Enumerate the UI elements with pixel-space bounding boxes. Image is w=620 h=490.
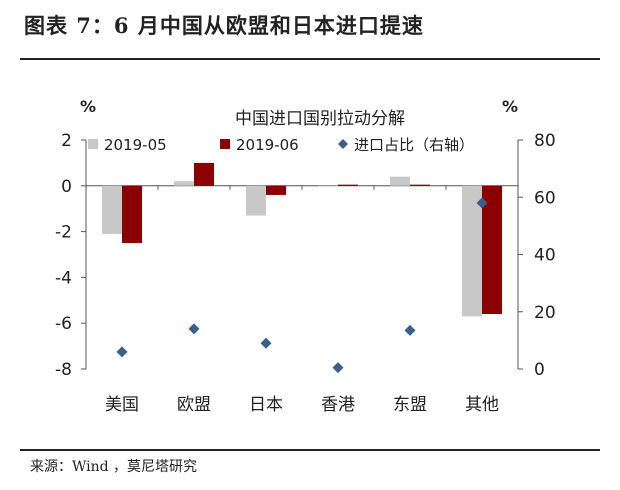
left-tick-label: -6 xyxy=(55,314,72,334)
left-tick-label: 2 xyxy=(61,131,72,151)
category-label: 欧盟 xyxy=(177,395,211,415)
legend: 2019-05 2019-06 进口占比（右轴） xyxy=(88,136,474,154)
right-tick-label: 60 xyxy=(534,188,556,208)
bar-2019-06 xyxy=(338,184,358,186)
left-tick-label: -8 xyxy=(55,360,72,380)
bar-2019-06 xyxy=(482,185,502,315)
left-tick-label: -2 xyxy=(55,223,72,243)
left-tick-label: 0 xyxy=(61,177,72,197)
marker-进口占比（右轴） xyxy=(332,362,344,374)
bar-2019-05 xyxy=(462,185,482,317)
marker-进口占比（右轴） xyxy=(116,346,128,358)
bar-2019-05 xyxy=(390,176,410,186)
left-axis-unit: % xyxy=(80,97,96,116)
marker-进口占比（右轴） xyxy=(188,323,200,335)
right-tick-label: 0 xyxy=(534,360,545,380)
bar-2019-05 xyxy=(318,185,338,187)
category-label: 日本 xyxy=(249,395,283,415)
figure-title: 图表 7：6 月中国从欧盟和日本进口提速 xyxy=(24,13,424,38)
source-note: 来源：Wind ，莫尼塔研究 xyxy=(30,459,198,475)
right-axis-unit: % xyxy=(502,97,518,116)
category-label: 东盟 xyxy=(393,395,427,415)
bar-2019-06 xyxy=(194,162,214,186)
bottom-rule xyxy=(20,449,600,451)
chart-title: 中国进口国别拉动分解 xyxy=(235,109,405,129)
bar-2019-06 xyxy=(266,185,286,195)
legend-label: 2019-06 xyxy=(236,136,299,154)
left-tick-label: -4 xyxy=(55,268,72,288)
legend-swatch-2019-05 xyxy=(88,139,98,149)
bar-2019-05 xyxy=(102,185,122,234)
category-label: 其他 xyxy=(465,395,499,415)
marker-进口占比（右轴） xyxy=(404,324,416,336)
category-label: 香港 xyxy=(321,395,355,415)
legend-swatch-marker xyxy=(338,139,348,149)
right-tick-label: 20 xyxy=(534,303,556,323)
top-rule xyxy=(20,58,600,60)
right-tick-label: 40 xyxy=(534,246,556,266)
bar-2019-05 xyxy=(174,181,194,186)
legend-label: 进口占比（右轴） xyxy=(354,136,474,154)
legend-label: 2019-05 xyxy=(104,136,167,154)
marker-进口占比（右轴） xyxy=(260,337,272,349)
bar-2019-06 xyxy=(410,184,430,186)
marker-进口占比（右轴） xyxy=(476,197,488,209)
category-label: 美国 xyxy=(105,395,139,415)
legend-swatch-2019-06 xyxy=(220,139,230,149)
right-tick-label: 80 xyxy=(534,131,556,151)
bar-2019-06 xyxy=(122,185,142,244)
bar-2019-05 xyxy=(246,185,266,216)
